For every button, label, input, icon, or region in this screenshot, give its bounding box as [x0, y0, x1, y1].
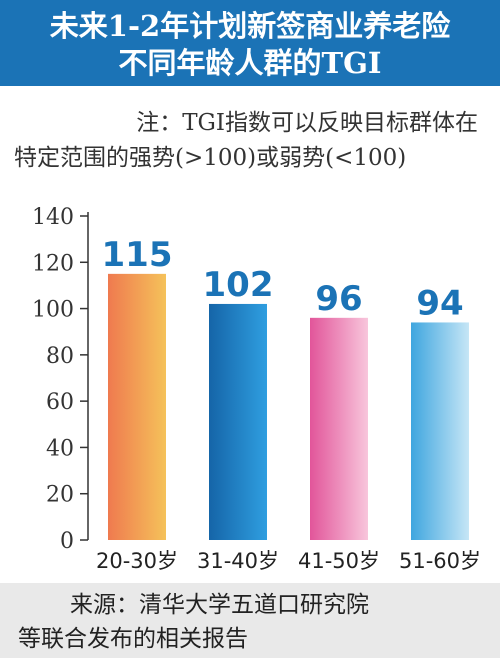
y-tick-label: 140: [32, 205, 74, 230]
title-banner: 未来1-2年计划新签商业养老险 不同年龄人群的TGI: [0, 0, 500, 86]
data-label: 96: [315, 279, 362, 319]
bar-20-30岁: [108, 273, 166, 540]
bar-51-60岁: [411, 322, 469, 540]
y-tick-label: 120: [32, 251, 74, 276]
x-tick-label: 41-50岁: [298, 549, 380, 573]
y-tick-label: 100: [32, 298, 74, 323]
bar-41-50岁: [310, 317, 368, 540]
data-label: 115: [102, 235, 173, 275]
y-axis: 0 20 40 60 80 100 120 140: [32, 205, 89, 554]
x-tick-label: 20-30岁: [96, 549, 178, 573]
x-tick-label: 31-40岁: [197, 549, 279, 573]
note-line1: 注：TGI指数可以反映目标群体在: [136, 110, 478, 136]
source-footer: 来源：清华大学五道口研究院 等联合发布的相关报告: [0, 583, 500, 658]
bar-31-40岁: [209, 303, 267, 540]
data-label: 102: [203, 265, 274, 305]
chart-title-line2: 不同年龄人群的TGI: [118, 46, 382, 80]
data-label: 94: [416, 283, 463, 323]
source-line1: 来源：清华大学五道口研究院: [70, 592, 369, 618]
y-tick-label: 20: [46, 483, 74, 508]
x-tick-label: 51-60岁: [399, 549, 481, 573]
source-line2: 等联合发布的相关报告: [18, 626, 248, 652]
bar-chart: 0 20 40 60 80 100 120 140 115 102 96 94 20-30岁 31-4…: [32, 205, 481, 573]
y-tick-label: 0: [60, 529, 74, 554]
chart-title-line1: 未来1-2年计划新签商业养老险: [49, 9, 451, 43]
y-tick-label: 40: [46, 436, 74, 461]
y-tick-label: 80: [46, 344, 74, 369]
bars: 115 102 96 94: [102, 235, 469, 540]
y-tick-label: 60: [46, 390, 74, 415]
note-line2: 特定范围的强势(>100)或弱势(<100): [14, 145, 407, 171]
x-axis: 20-30岁 31-40岁 41-50岁 51-60岁: [96, 549, 481, 573]
